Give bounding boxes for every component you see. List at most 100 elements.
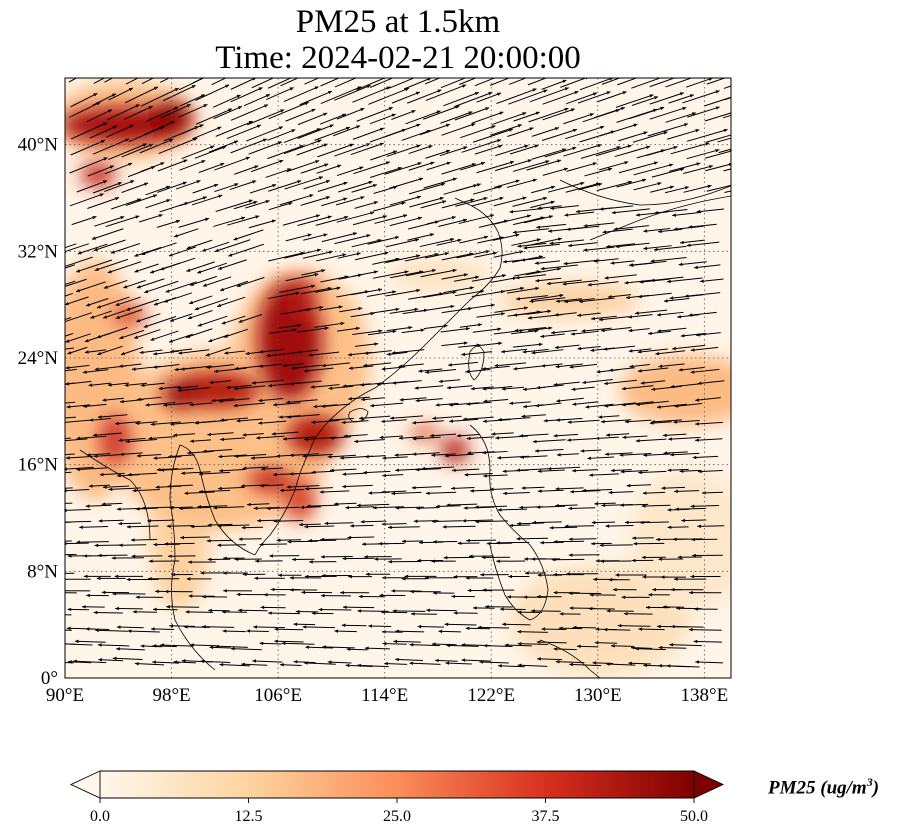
wind-arrow <box>178 103 208 118</box>
wind-arrow <box>389 195 422 206</box>
wind-arrow <box>553 433 579 438</box>
wind-arrow <box>651 167 685 178</box>
wind-arrow <box>563 259 600 266</box>
wind-arrow <box>466 538 497 543</box>
wind-arrow <box>126 577 159 582</box>
wind-arrow <box>605 524 634 528</box>
wind-arrow <box>364 555 392 559</box>
wind-arrow <box>679 469 701 473</box>
wind-arrow <box>691 537 718 542</box>
wind-arrow <box>449 402 480 407</box>
wind-arrow <box>443 286 474 294</box>
wind-arrow <box>293 660 316 664</box>
wind-arrow <box>517 521 545 526</box>
wind-arrow <box>640 380 666 385</box>
colorbar-ticks: 0.0 12.5 25.0 37.5 50.0 <box>90 798 708 825</box>
wind-arrow <box>633 182 662 191</box>
wind-arrow <box>405 110 441 125</box>
wind-arrow <box>444 622 477 627</box>
wind-arrow <box>516 537 549 541</box>
wind-arrow <box>482 588 515 592</box>
wind-arrow <box>583 222 615 228</box>
wind-arrow <box>555 503 578 508</box>
wind-arrow <box>116 625 144 629</box>
wind-arrow <box>648 592 670 597</box>
wind-arrow <box>399 397 427 402</box>
wind-arrow <box>425 84 467 101</box>
wind-arrow <box>107 261 142 274</box>
wind-arrow <box>324 521 354 526</box>
map-frame <box>64 77 732 679</box>
wind-arrow <box>388 78 416 89</box>
wind-arrow <box>643 453 671 457</box>
wind-arrow <box>502 622 531 627</box>
wind-arrow <box>285 233 312 242</box>
wind-arrow <box>534 260 561 265</box>
wind-arrow <box>618 161 659 174</box>
wind-arrow <box>233 402 265 408</box>
wind-arrow <box>65 243 77 249</box>
wind-arrow <box>234 365 264 371</box>
wind-arrow <box>223 328 249 338</box>
wind-arrow <box>426 161 451 171</box>
wind-arrow <box>677 555 702 559</box>
wind-arrow <box>421 466 455 471</box>
wind-arrow <box>426 608 457 612</box>
wind-arrow <box>595 144 632 157</box>
wind-arrow <box>65 629 72 631</box>
wind-arrow <box>214 183 239 193</box>
wind-arrow <box>657 228 683 234</box>
wind-arrow <box>125 78 140 85</box>
wind-arrow <box>267 78 292 89</box>
wind-arrow <box>603 345 636 351</box>
wind-arrow <box>568 537 597 541</box>
wind-arrow <box>338 180 373 193</box>
japan-coast <box>589 195 731 241</box>
wind-arrow <box>297 326 329 333</box>
wind-arrow <box>363 362 392 368</box>
wind-arrow <box>631 558 654 563</box>
wind-arrow <box>672 537 703 541</box>
wind-arrow <box>688 311 717 317</box>
wind-arrow <box>153 350 180 356</box>
wind-arrow <box>517 629 548 634</box>
wind-arrow <box>212 94 241 108</box>
wind-arrow <box>462 519 494 523</box>
wind-arrow <box>282 214 321 226</box>
wind-arrow <box>261 467 283 471</box>
wind-arrow <box>285 273 319 282</box>
wind-arrow <box>599 161 629 171</box>
wind-arrow <box>431 642 457 646</box>
wind-arrow <box>283 139 322 155</box>
wind-arrow <box>83 574 111 579</box>
wind-arrow <box>352 215 387 226</box>
wind-arrow <box>663 298 690 303</box>
wind-arrow <box>695 660 724 664</box>
wind-arrow <box>631 78 662 89</box>
wind-arrow <box>94 216 125 227</box>
wind-arrow <box>65 438 88 442</box>
wind-arrow <box>520 455 548 459</box>
wind-arrow <box>138 214 163 223</box>
wind-arrow <box>336 326 360 332</box>
wind-arrow <box>260 605 286 610</box>
wind-arrow <box>207 432 234 437</box>
wind-arrow <box>269 554 300 558</box>
wind-arrow <box>558 626 583 630</box>
wind-arrow <box>459 235 489 244</box>
wind-arrow <box>188 594 215 598</box>
wind-arrow <box>68 660 92 664</box>
wind-arrow <box>342 472 367 476</box>
wind-arrow <box>464 472 493 477</box>
wind-arrow <box>286 160 320 173</box>
wind-arrow <box>246 629 269 633</box>
wind-arrow <box>147 576 180 581</box>
wind-arrow <box>266 87 294 101</box>
wind-arrow <box>440 78 467 89</box>
wind-arrow <box>603 627 631 632</box>
wind-arrow <box>133 329 161 339</box>
wind-arrow <box>179 94 206 107</box>
wind-arrow <box>158 386 181 391</box>
wind-arrow <box>651 419 683 424</box>
wind-arrow <box>336 107 365 120</box>
